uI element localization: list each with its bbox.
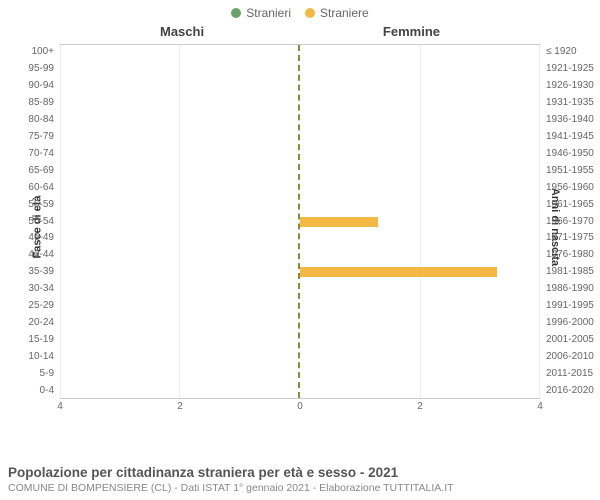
birth-label: 1956-1960 [542, 183, 600, 193]
age-label: 50-54 [0, 217, 58, 227]
y-labels-birth: ≤ 1920 1921-1925 1926-1930 1931-1935 1936-19… [542, 44, 600, 399]
legend-label-male: Stranieri [246, 6, 291, 20]
plot-left-male [61, 45, 300, 398]
x-tick: 2 [417, 401, 423, 412]
birth-label: 1991-1995 [542, 301, 600, 311]
bar-female [300, 217, 378, 227]
birth-label: 1961-1965 [542, 200, 600, 210]
birth-label: 2006-2010 [542, 352, 600, 362]
age-label: 65-69 [0, 166, 58, 176]
birth-label: 1936-1940 [542, 115, 600, 125]
birth-label: ≤ 1920 [542, 47, 600, 57]
column-header-female: Femmine [383, 24, 440, 39]
x-tick: 4 [537, 401, 543, 412]
birth-label: 2001-2005 [542, 335, 600, 345]
legend-item-male: Stranieri [231, 6, 291, 20]
birth-label: 1931-1935 [542, 98, 600, 108]
birth-label: 1926-1930 [542, 81, 600, 91]
birth-label: 1971-1975 [542, 233, 600, 243]
birth-label: 1981-1985 [542, 267, 600, 277]
plot-right-female [300, 45, 539, 398]
age-label: 10-14 [0, 352, 58, 362]
age-label: 55-59 [0, 200, 58, 210]
legend-item-female: Straniere [305, 6, 369, 20]
footer: Popolazione per cittadinanza straniera p… [8, 465, 592, 494]
legend-dot-female [305, 8, 315, 18]
age-label: 100+ [0, 47, 58, 57]
legend-label-female: Straniere [320, 6, 369, 20]
x-tick: 0 [297, 401, 303, 412]
birth-label: 2016-2020 [542, 386, 600, 396]
x-tick: 2 [177, 401, 183, 412]
birth-label: 1976-1980 [542, 250, 600, 260]
legend-dot-male [231, 8, 241, 18]
birth-label: 1951-1955 [542, 166, 600, 176]
age-label: 70-74 [0, 149, 58, 159]
x-tick: 4 [57, 401, 63, 412]
x-axis-ticks: 2 4 0 2 4 [60, 401, 540, 419]
age-label: 40-44 [0, 250, 58, 260]
birth-label: 1921-1925 [542, 64, 600, 74]
age-label: 45-49 [0, 233, 58, 243]
birth-label: 2011-2015 [542, 369, 600, 379]
chart-area: Maschi Femmine Fasce di età Anni di nasc… [0, 24, 600, 429]
plot [60, 44, 540, 399]
bar-female [300, 267, 497, 277]
age-label: 20-24 [0, 318, 58, 328]
age-label: 95-99 [0, 64, 58, 74]
age-label: 30-34 [0, 284, 58, 294]
chart-subtitle: COMUNE DI BOMPENSIERE (CL) - Dati ISTAT … [8, 482, 592, 494]
birth-label: 1966-1970 [542, 217, 600, 227]
age-label: 75-79 [0, 132, 58, 142]
birth-label: 1946-1950 [542, 149, 600, 159]
age-label: 60-64 [0, 183, 58, 193]
age-label: 0-4 [0, 386, 58, 396]
age-label: 90-94 [0, 81, 58, 91]
age-label: 85-89 [0, 98, 58, 108]
y-labels-age: 100+ 95-99 90-94 85-89 80-84 75-79 70-74 65-69 6… [0, 44, 58, 399]
birth-label: 1996-2000 [542, 318, 600, 328]
birth-label: 1941-1945 [542, 132, 600, 142]
birth-label: 1986-1990 [542, 284, 600, 294]
column-header-male: Maschi [160, 24, 204, 39]
age-label: 35-39 [0, 267, 58, 277]
chart-title: Popolazione per cittadinanza straniera p… [8, 465, 592, 480]
legend: Stranieri Straniere [0, 0, 600, 20]
age-label: 80-84 [0, 115, 58, 125]
age-label: 5-9 [0, 369, 58, 379]
age-label: 25-29 [0, 301, 58, 311]
age-label: 15-19 [0, 335, 58, 345]
